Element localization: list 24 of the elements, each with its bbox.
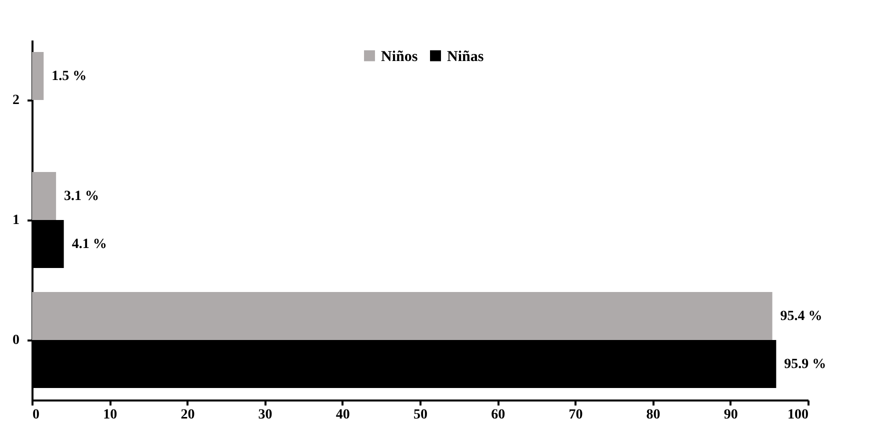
data-label: 1.5 % bbox=[52, 69, 87, 84]
x-tick-label: 100 bbox=[788, 408, 808, 422]
data-label: 4.1 % bbox=[72, 237, 107, 252]
data-label: 95.9 % bbox=[784, 357, 826, 372]
x-tick-label: 10 bbox=[103, 408, 118, 422]
x-tick-label: 20 bbox=[180, 408, 195, 422]
bar bbox=[32, 172, 56, 220]
y-tick-label: 2 bbox=[12, 93, 20, 108]
legend-label: Niñas bbox=[447, 48, 484, 65]
x-tick-label: 90 bbox=[724, 408, 738, 422]
x-tick-label: 70 bbox=[568, 408, 583, 422]
y-tick-label: 0 bbox=[12, 333, 20, 348]
legend-label: Niños bbox=[381, 48, 418, 65]
x-tick-label: 50 bbox=[414, 408, 428, 422]
x-tick-label: 80 bbox=[646, 408, 660, 422]
y-tick-label: 1 bbox=[12, 213, 20, 228]
x-tick-label: 0 bbox=[32, 408, 40, 422]
data-label: 3.1 % bbox=[64, 189, 100, 204]
data-label: 95.4 % bbox=[780, 309, 822, 324]
bar bbox=[32, 52, 44, 100]
bar bbox=[32, 292, 772, 340]
x-tick-label: 40 bbox=[336, 408, 350, 422]
x-tick-label: 30 bbox=[258, 408, 272, 422]
x-tick-label: 60 bbox=[491, 408, 506, 422]
